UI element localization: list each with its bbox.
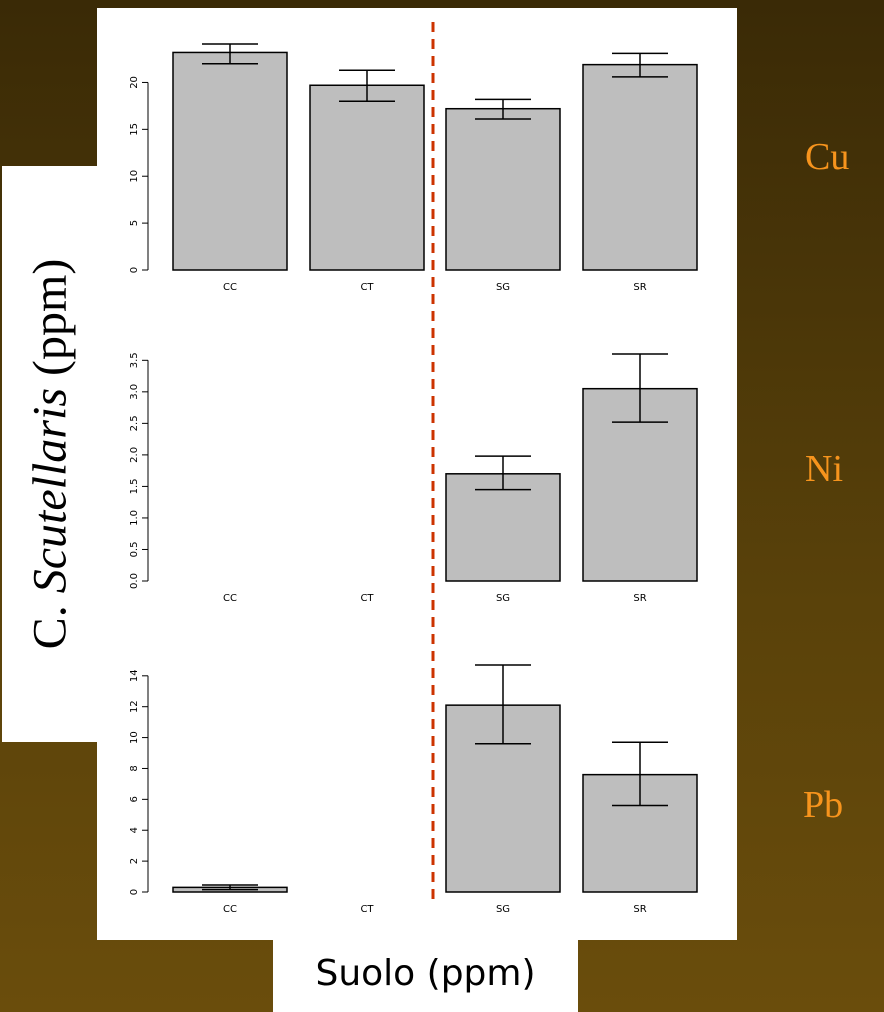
category-label-pb-sr: SR [633,904,646,915]
y-tick-label-pb: 6 [129,796,140,802]
y-tick-label-cu: 20 [129,76,140,89]
y-tick-label-ni: 3.5 [129,352,140,368]
metal-label-ni: Ni [805,448,843,490]
y-tick-label-pb: 8 [129,765,140,771]
y-tick-label-ni: 1.0 [129,510,140,526]
y-tick-label-pb: 14 [129,669,140,682]
bar-cu-cc [172,51,288,271]
x-axis-label-box: Suolo (ppm) [273,940,578,1012]
y-tick-label-pb: 10 [129,731,140,744]
category-label-ni-sr: SR [633,593,646,604]
y-tick-label-cu: 15 [129,123,140,136]
category-label-ni-ct: CT [360,593,374,604]
bar-ni-sg [445,473,561,582]
bar-cu-sr [582,63,698,271]
category-label-pb-sg: SG [496,904,510,915]
metal-label-cu: Cu [805,136,850,178]
category-label-ni-sg: SG [496,593,510,604]
category-label-cu-cc: CC [223,282,237,293]
y-axis-label-box: C. Scutellaris (ppm) [2,166,98,742]
y-tick-label-ni: 0.5 [129,542,140,558]
category-label-cu-ct: CT [360,282,374,293]
category-label-cu-sr: SR [633,282,646,293]
y-tick-label-cu: 0 [129,267,140,273]
category-label-cu-sg: SG [496,282,510,293]
y-tick-label-ni: 1.5 [129,478,140,494]
metal-label-pb: Pb [803,784,844,826]
y-tick-label-pb: 12 [129,700,140,713]
y-tick-label-ni: 0.0 [129,573,140,589]
y-tick-label-cu: 10 [129,170,140,183]
y-tick-label-ni: 2.0 [129,447,140,463]
x-axis-label: Suolo (ppm) [315,953,536,994]
bar-cu-ct [309,84,425,271]
y-tick-label-ni: 3.0 [129,384,140,400]
y-tick-label-pb: 4 [129,827,140,833]
bar-cu-sg [445,107,561,271]
category-label-pb-cc: CC [223,904,237,915]
category-label-ni-cc: CC [223,593,237,604]
y-tick-label-pb: 0 [129,889,140,895]
y-tick-label-pb: 2 [129,858,140,864]
category-label-pb-ct: CT [360,904,374,915]
y-tick-label-ni: 2.5 [129,415,140,431]
y-tick-label-cu: 5 [129,220,140,226]
